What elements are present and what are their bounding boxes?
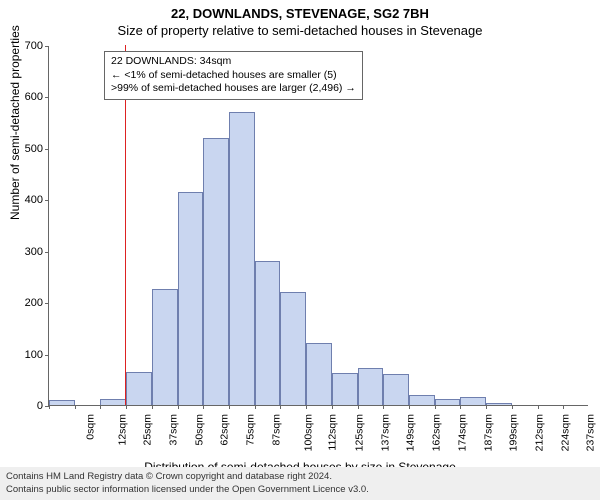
ytick-label: 400 — [3, 194, 43, 206]
ytick-label: 0 — [3, 400, 43, 412]
xtick — [100, 405, 101, 409]
histogram-bar — [152, 289, 178, 405]
xtick — [486, 405, 487, 409]
footer: Contains HM Land Registry data © Crown c… — [0, 467, 600, 500]
chart-container: 22, DOWNLANDS, STEVENAGE, SG2 7BH Size o… — [0, 0, 600, 500]
xtick-label: 100sqm — [302, 414, 314, 451]
xtick — [332, 405, 333, 409]
info-box: 22 DOWNLANDS: 34sqm ← <1% of semi-detach… — [104, 51, 363, 100]
histogram-bar — [358, 368, 384, 405]
info-line-2: ← <1% of semi-detached houses are smalle… — [111, 69, 356, 83]
xtick — [203, 405, 204, 409]
ytick — [45, 200, 49, 201]
plot-region: 01002003004005006007000sqm12sqm25sqm37sq… — [48, 46, 588, 406]
histogram-bar — [100, 399, 126, 405]
xtick — [538, 405, 539, 409]
xtick-label: 224sqm — [559, 414, 571, 451]
footer-line-1: Contains HM Land Registry data © Crown c… — [6, 471, 594, 483]
histogram-bar — [486, 403, 512, 405]
ytick — [45, 97, 49, 98]
ytick-label: 300 — [3, 246, 43, 258]
ytick — [45, 149, 49, 150]
xtick-label: 87sqm — [270, 414, 282, 446]
xtick-label: 0sqm — [85, 414, 97, 440]
xtick — [152, 405, 153, 409]
xtick — [75, 405, 76, 409]
xtick — [563, 405, 564, 409]
xtick-label: 50sqm — [193, 414, 205, 446]
xtick — [383, 405, 384, 409]
xtick — [126, 405, 127, 409]
xtick-label: 162sqm — [431, 414, 443, 451]
histogram-bar — [255, 261, 281, 405]
xtick-label: 174sqm — [456, 414, 468, 451]
footer-line-2: Contains public sector information licen… — [6, 484, 594, 496]
ytick — [45, 303, 49, 304]
xtick — [49, 405, 50, 409]
y-axis-label: Number of semi-detached properties — [8, 25, 22, 220]
histogram-bar — [280, 292, 306, 405]
xtick-label: 212sqm — [533, 414, 545, 451]
xtick-label: 149sqm — [405, 414, 417, 451]
xtick — [435, 405, 436, 409]
ytick-label: 200 — [3, 297, 43, 309]
xtick — [460, 405, 461, 409]
xtick-label: 112sqm — [327, 414, 339, 451]
histogram-bar — [435, 399, 461, 405]
chart-area: 01002003004005006007000sqm12sqm25sqm37sq… — [48, 46, 588, 406]
histogram-bar — [383, 374, 409, 405]
info-line-3: >99% of semi-detached houses are larger … — [111, 82, 356, 96]
xtick-label: 137sqm — [379, 414, 391, 451]
histogram-bar — [126, 372, 152, 405]
histogram-bar — [460, 397, 486, 405]
histogram-bar — [229, 112, 255, 405]
histogram-bar — [306, 343, 332, 405]
histogram-bar — [409, 395, 435, 405]
ytick — [45, 355, 49, 356]
ytick-label: 100 — [3, 349, 43, 361]
xtick-label: 187sqm — [482, 414, 494, 451]
xtick-label: 12sqm — [116, 414, 128, 446]
histogram-bar — [49, 400, 75, 405]
xtick — [255, 405, 256, 409]
xtick-label: 237sqm — [585, 414, 597, 451]
ytick — [45, 46, 49, 47]
xtick — [358, 405, 359, 409]
xtick — [280, 405, 281, 409]
xtick-label: 75sqm — [245, 414, 257, 446]
xtick — [306, 405, 307, 409]
xtick — [409, 405, 410, 409]
histogram-bar — [203, 138, 229, 405]
xtick — [512, 405, 513, 409]
info-line-1: 22 DOWNLANDS: 34sqm — [111, 55, 356, 69]
xtick-label: 62sqm — [219, 414, 231, 446]
xtick — [229, 405, 230, 409]
xtick-label: 199sqm — [508, 414, 520, 451]
ytick-label: 500 — [3, 143, 43, 155]
histogram-bar — [332, 373, 358, 405]
xtick-label: 37sqm — [168, 414, 180, 446]
subtitle: Size of property relative to semi-detach… — [0, 21, 600, 38]
ytick — [45, 252, 49, 253]
ytick-label: 700 — [3, 40, 43, 52]
address-title: 22, DOWNLANDS, STEVENAGE, SG2 7BH — [0, 0, 600, 21]
xtick-label: 125sqm — [353, 414, 365, 451]
xtick-label: 25sqm — [142, 414, 154, 446]
histogram-bar — [178, 192, 204, 405]
xtick — [178, 405, 179, 409]
ytick-label: 600 — [3, 91, 43, 103]
